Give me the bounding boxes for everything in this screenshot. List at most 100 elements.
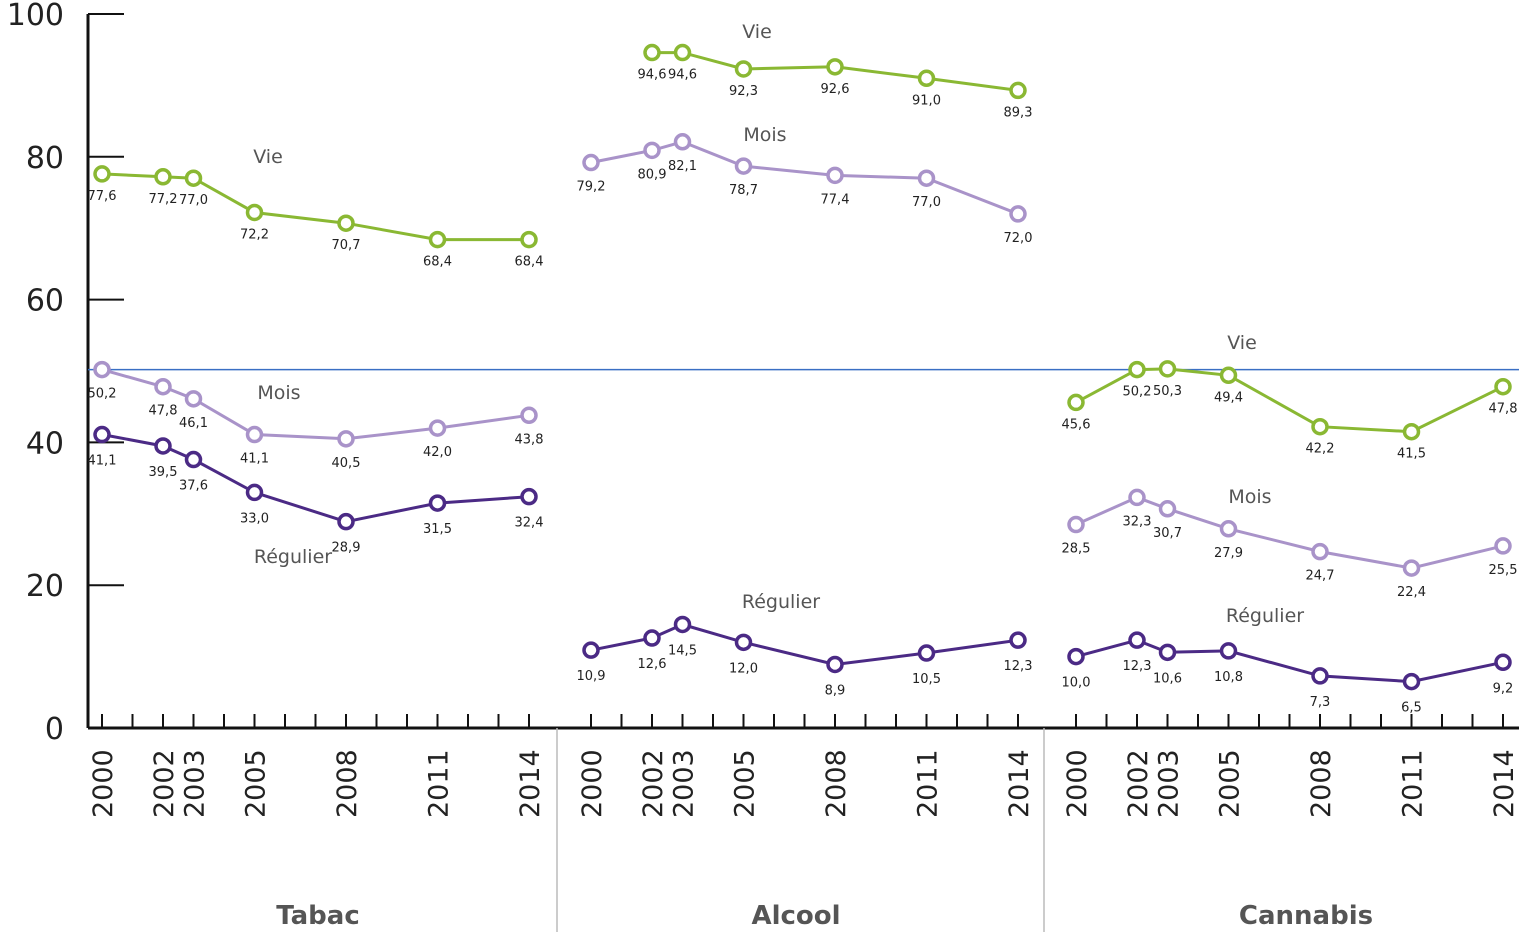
- data-label: 40,5: [332, 456, 361, 471]
- data-label: 41,1: [240, 452, 269, 467]
- x-tick-label: 2014: [1489, 749, 1520, 818]
- data-point: [673, 133, 692, 151]
- data-point: [245, 425, 264, 444]
- data-label: 47,8: [149, 404, 178, 419]
- data-point: [154, 377, 172, 396]
- data-label: 45,6: [1062, 417, 1091, 432]
- data-label: 30,7: [1153, 526, 1182, 541]
- y-tick-label: 100: [7, 0, 64, 33]
- x-tick-label: 2002: [1123, 749, 1154, 818]
- y-tick-label: 0: [45, 712, 64, 747]
- series-label-mois: Mois: [743, 124, 786, 146]
- data-point: [826, 655, 844, 674]
- data-label: 24,7: [1306, 569, 1335, 584]
- data-point: [93, 165, 111, 183]
- data-label: 12,0: [729, 661, 758, 676]
- y-tick-label: 20: [26, 569, 64, 604]
- data-label: 80,9: [638, 167, 667, 182]
- data-label: 68,4: [515, 255, 544, 270]
- data-label: 10,6: [1153, 671, 1182, 686]
- data-label: 9,2: [1493, 681, 1514, 696]
- data-point: [1067, 393, 1085, 412]
- group-label-tabac: Tabac: [276, 901, 360, 931]
- data-point: [1067, 647, 1085, 666]
- data-point: [826, 166, 844, 185]
- data-point: [1067, 515, 1085, 534]
- series-line-cannabis-vie: [1075, 367, 1504, 434]
- data-point: [154, 437, 172, 455]
- x-tick-label: 2002: [638, 749, 669, 818]
- data-point: [1158, 360, 1177, 378]
- data-point: [917, 169, 936, 187]
- series-label-mois: Mois: [1228, 486, 1271, 508]
- data-point: [520, 406, 538, 425]
- data-point: [1494, 377, 1512, 396]
- data-label: 6,5: [1401, 701, 1422, 716]
- x-tick-label: 2002: [149, 749, 180, 818]
- data-point: [1009, 631, 1027, 649]
- data-point: [826, 58, 844, 76]
- data-label: 7,3: [1310, 695, 1331, 710]
- series-label-vie: Vie: [253, 146, 283, 168]
- data-label: 10,0: [1062, 676, 1091, 691]
- data-label: 27,9: [1214, 546, 1243, 561]
- data-label: 77,6: [88, 189, 117, 204]
- data-label: 10,5: [912, 672, 941, 687]
- data-label: 72,2: [240, 227, 269, 242]
- data-label: 77,0: [179, 193, 208, 208]
- data-point: [1402, 672, 1421, 691]
- x-tick-label: 2005: [1215, 749, 1246, 818]
- x-tick-label: 2003: [669, 749, 700, 818]
- y-tick-label: 60: [26, 284, 64, 319]
- x-tick-label: 2000: [1062, 749, 1093, 818]
- data-label: 25,5: [1489, 563, 1518, 578]
- data-label: 12,3: [1004, 659, 1033, 674]
- series-layer: [93, 43, 1512, 691]
- data-point: [582, 153, 600, 172]
- data-label: 78,7: [729, 183, 758, 198]
- data-label: 42,0: [423, 445, 452, 460]
- data-point: [428, 230, 447, 249]
- data-point: [1009, 205, 1027, 223]
- data-point: [1158, 643, 1177, 662]
- data-point: [1311, 667, 1329, 685]
- data-label: 12,6: [638, 657, 667, 672]
- x-tick-label: 2003: [180, 749, 211, 818]
- data-point: [673, 43, 692, 62]
- data-label: 41,1: [88, 454, 117, 469]
- series-label-régulier: Régulier: [742, 591, 820, 613]
- data-point: [184, 390, 203, 408]
- data-label: 43,8: [515, 432, 544, 447]
- group-label-cannabis: Cannabis: [1239, 901, 1373, 931]
- data-point: [1219, 520, 1238, 538]
- data-point: [428, 494, 447, 512]
- data-point: [184, 450, 203, 469]
- data-label: 28,9: [332, 541, 361, 556]
- data-point: [734, 157, 753, 175]
- data-label: 91,0: [912, 93, 941, 108]
- labels-layer: 77,6 77,2 77,072,270,768,4 68,4Vie50,247,84…: [88, 21, 1518, 716]
- x-tick-label: 2008: [821, 749, 852, 818]
- data-label: 89,3: [1004, 105, 1033, 120]
- x-tick-label: 2011: [913, 749, 944, 818]
- data-point: [734, 633, 753, 652]
- data-point: [1128, 360, 1146, 379]
- x-tick-label: 2003: [1154, 749, 1185, 818]
- data-point: [1311, 417, 1329, 436]
- data-point: [245, 203, 264, 222]
- data-label: 94,6: [638, 68, 667, 83]
- data-point: [643, 629, 661, 647]
- data-point: [337, 512, 355, 531]
- data-point: [154, 168, 172, 186]
- data-label: 77,4: [821, 192, 850, 207]
- data-point: [673, 615, 692, 634]
- data-label: 47,8: [1489, 402, 1518, 417]
- data-point: [582, 641, 600, 659]
- x-tick-label: 2005: [241, 749, 272, 818]
- data-point: [917, 69, 936, 88]
- group-label-alcool: Alcool: [751, 901, 840, 931]
- series-label-mois: Mois: [257, 382, 300, 404]
- data-point: [1311, 542, 1329, 561]
- data-point: [1128, 488, 1146, 507]
